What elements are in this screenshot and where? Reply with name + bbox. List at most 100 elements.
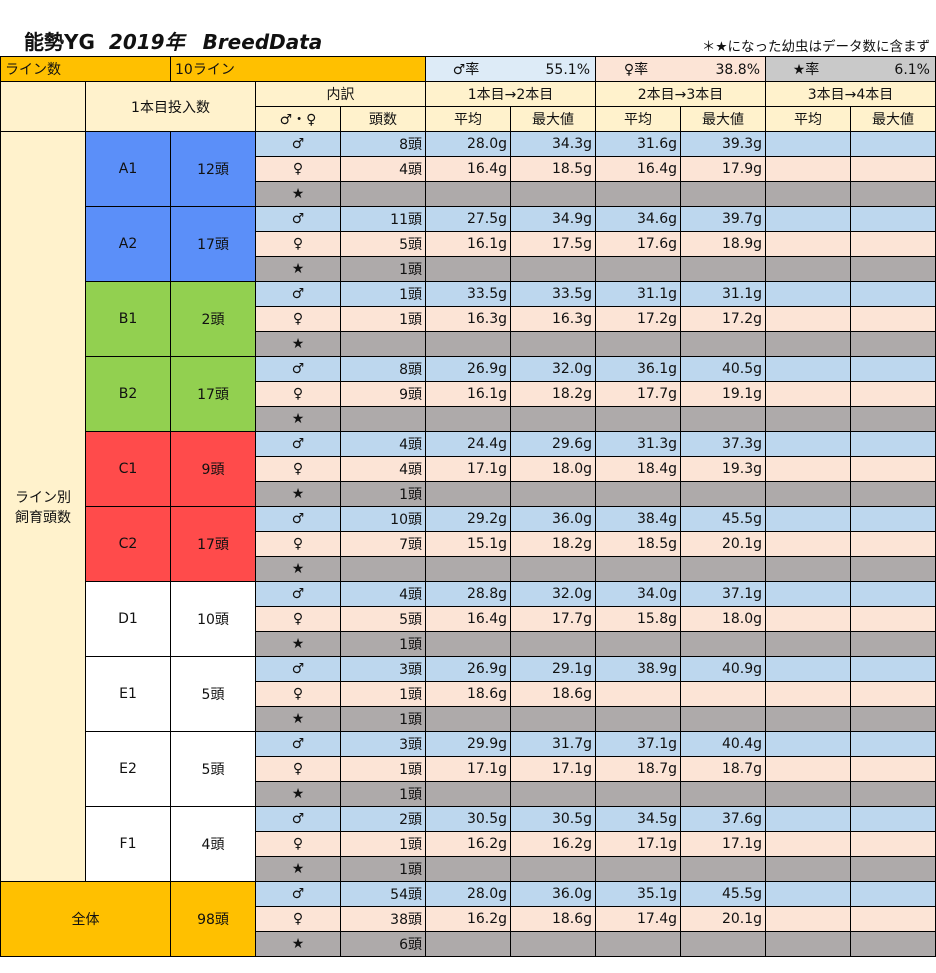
female-stage1-avg: 16.4g — [425, 156, 511, 182]
empty-cell — [680, 706, 766, 732]
empty-cell — [850, 131, 936, 157]
line-total-cell: 4頭 — [170, 806, 256, 882]
empty-cell — [680, 556, 766, 582]
stage2-max-header: 最大値 — [680, 106, 766, 132]
male-stage1-max: 36.0g — [510, 506, 596, 532]
female-symbol-cell: ♀ — [255, 756, 341, 782]
empty-cell — [850, 681, 936, 707]
table-row: ★ 1頭 — [1, 781, 936, 807]
empty-cell — [765, 306, 851, 332]
breakdown-header: 内訳 — [255, 81, 426, 107]
empty-cell — [680, 181, 766, 207]
empty-cell — [765, 831, 851, 857]
empty-cell — [425, 856, 511, 882]
empty-cell — [765, 731, 851, 757]
female-stage1-max: 18.6g — [510, 906, 596, 932]
table-row: ♀ 4頭 17.1g 18.0g 18.4g 19.3g — [1, 456, 936, 482]
empty-cell — [765, 206, 851, 232]
male-stage2-avg: 36.1g — [595, 356, 681, 382]
line-total-cell: 2頭 — [170, 281, 256, 357]
star-count-cell: 1頭 — [340, 856, 426, 882]
empty-cell — [680, 781, 766, 807]
female-stage2-max: 18.7g — [680, 756, 766, 782]
table-row: ★ 6頭 — [1, 931, 936, 957]
empty-cell — [850, 756, 936, 782]
female-stage1-max: 16.2g — [510, 831, 596, 857]
star-rate-label: ★率 — [792, 62, 820, 78]
female-stage1-avg: 16.1g — [425, 231, 511, 257]
male-stage1-max: 34.9g — [510, 206, 596, 232]
empty-cell — [765, 756, 851, 782]
male-stage2-avg: 31.3g — [595, 431, 681, 457]
empty-cell — [765, 906, 851, 932]
male-symbol-cell: ♂ — [255, 281, 341, 307]
female-count-cell: 5頭 — [340, 606, 426, 632]
empty-cell — [850, 831, 936, 857]
female-count-cell: 9頭 — [340, 381, 426, 407]
star-symbol-cell: ★ — [255, 556, 341, 582]
table-row: B1 2頭 ♂ 1頭 33.5g 33.5g 31.1g 31.1g — [1, 281, 936, 357]
female-stage1-avg: 16.4g — [425, 606, 511, 632]
male-stage1-avg: 28.8g — [425, 581, 511, 607]
lines-value: 10ライン — [170, 56, 426, 82]
table-row: A2 17頭 ♂ 11頭 27.5g 34.9g 34.6g 39.7g — [1, 206, 936, 282]
male-stage2-avg: 34.6g — [595, 206, 681, 232]
header-row-2: ♂・♀ 頭数 平均 最大値 平均 最大値 平均 最大値 — [1, 106, 936, 132]
stage3-header: 3本目→4本目 — [765, 81, 936, 107]
empty-cell — [680, 481, 766, 507]
female-stage2-avg: 15.8g — [595, 606, 681, 632]
male-stage2-max: 37.6g — [680, 806, 766, 832]
female-stage2-max: 19.1g — [680, 381, 766, 407]
female-stage2-max: 17.9g — [680, 156, 766, 182]
male-symbol-cell: ♂ — [255, 356, 341, 382]
female-stage2-max: 18.9g — [680, 231, 766, 257]
male-stage2-max: 45.5g — [680, 506, 766, 532]
star-symbol-cell: ★ — [255, 706, 341, 732]
empty-cell — [765, 656, 851, 682]
line-name-cell: F1 — [85, 806, 171, 882]
star-symbol-cell: ★ — [255, 181, 341, 207]
line-name-cell: C1 — [85, 431, 171, 507]
female-stage2-max: 18.0g — [680, 606, 766, 632]
empty-cell — [850, 431, 936, 457]
empty-cell — [850, 856, 936, 882]
empty-cell — [765, 506, 851, 532]
female-stage2-max: 20.1g — [680, 531, 766, 557]
empty-cell — [850, 531, 936, 557]
male-stage2-max: 40.9g — [680, 656, 766, 682]
star-symbol-cell: ★ — [255, 256, 341, 282]
empty-cell — [595, 631, 681, 657]
male-stage2-max: 37.1g — [680, 581, 766, 607]
stage1-header: 1本目→2本目 — [425, 81, 596, 107]
empty-cell — [850, 581, 936, 607]
empty-cell — [765, 781, 851, 807]
empty-cell — [850, 356, 936, 382]
empty-cell — [510, 181, 596, 207]
side-label-line2: 飼育頭数 — [15, 509, 71, 526]
total-name-cell: 全体 — [0, 881, 171, 957]
empty-cell — [595, 781, 681, 807]
empty-cell — [510, 706, 596, 732]
male-stage1-max: 29.1g — [510, 656, 596, 682]
empty-cell — [850, 706, 936, 732]
empty-cell — [765, 156, 851, 182]
total-count-cell: 98頭 — [170, 881, 256, 957]
female-stage1-max: 18.2g — [510, 381, 596, 407]
female-stage2-avg: 17.1g — [595, 831, 681, 857]
title-breeder: 能勢YG — [24, 30, 95, 54]
table-row: E2 5頭 ♂ 3頭 29.9g 31.7g 37.1g 40.4g — [1, 731, 936, 807]
stage1-avg-header: 平均 — [425, 106, 511, 132]
empty-cell — [850, 606, 936, 632]
empty-cell — [765, 431, 851, 457]
male-stage1-max: 32.0g — [510, 356, 596, 382]
female-count-cell: 4頭 — [340, 156, 426, 182]
star-symbol-cell: ★ — [255, 406, 341, 432]
table-row: ★ 1頭 — [1, 631, 936, 657]
female-stage1-avg: 17.1g — [425, 456, 511, 482]
empty-cell — [850, 806, 936, 832]
sex-header: ♂・♀ — [255, 106, 341, 132]
star-count-cell — [340, 331, 426, 357]
star-count-cell: 1頭 — [340, 781, 426, 807]
female-stage1-max: 16.3g — [510, 306, 596, 332]
female-stage1-max: 18.0g — [510, 456, 596, 482]
